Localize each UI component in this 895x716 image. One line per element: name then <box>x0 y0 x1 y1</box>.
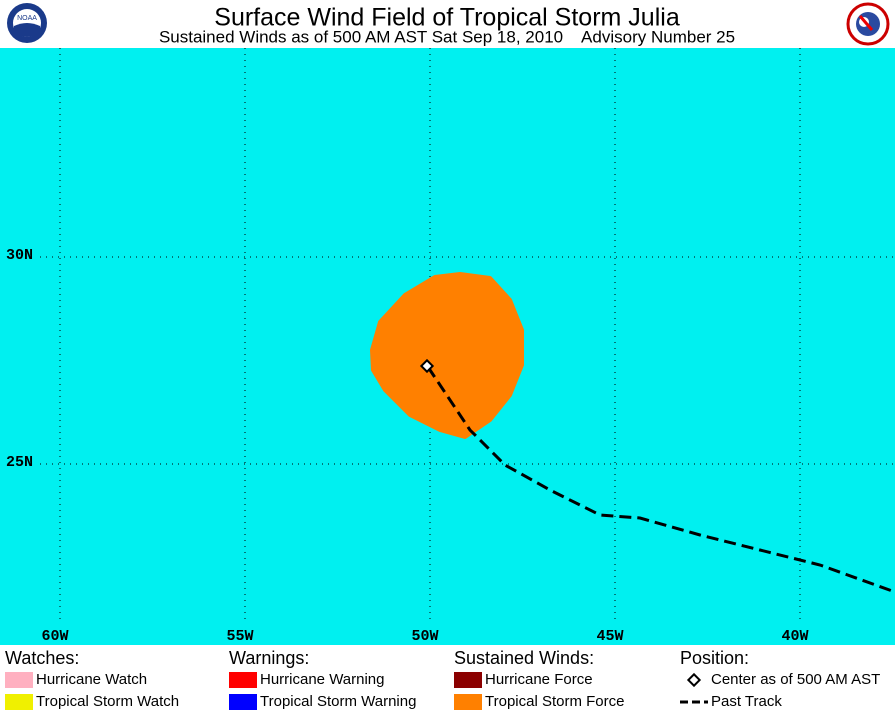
nws-logo <box>846 2 890 46</box>
title: Surface Wind Field of Tropical Storm Jul… <box>214 4 680 32</box>
lat-label: 25N <box>6 454 33 471</box>
legend-label: Center as of 500 AM AST <box>711 671 880 688</box>
legend-label: Tropical Storm Warning <box>260 693 416 710</box>
legend-label: Tropical Storm Watch <box>36 693 179 710</box>
lon-label: 55W <box>226 628 253 645</box>
legend-label: Past Track <box>711 693 782 710</box>
past-track <box>426 366 895 594</box>
legend-heading: Position: <box>680 648 749 668</box>
lat-label: 30N <box>6 247 33 264</box>
legend-label: Tropical Storm Force <box>485 693 624 710</box>
subtitle: Sustained Winds as of 500 AM AST Sat Sep… <box>159 27 735 46</box>
legend-swatch <box>229 672 257 688</box>
legend-heading: Warnings: <box>229 648 309 668</box>
noaa-logo: NOAA <box>7 3 47 43</box>
legend-swatch <box>454 672 482 688</box>
storm-center <box>419 358 435 374</box>
lon-label: 40W <box>781 628 808 645</box>
lon-label: 45W <box>596 628 623 645</box>
legend-label: Hurricane Force <box>485 671 593 688</box>
legend-swatch <box>5 694 33 710</box>
legend-swatch <box>229 694 257 710</box>
legend-heading: Watches: <box>5 648 79 668</box>
lon-label: 50W <box>411 628 438 645</box>
legend-label: Hurricane Warning <box>260 671 385 688</box>
tropical-storm-wind-field <box>370 272 524 439</box>
legend-center-symbol <box>686 672 702 688</box>
legend-label: Hurricane Watch <box>36 671 147 688</box>
legend-swatch <box>454 694 482 710</box>
legend-heading: Sustained Winds: <box>454 648 594 668</box>
lon-label: 60W <box>41 628 68 645</box>
svg-text:NOAA: NOAA <box>17 15 37 22</box>
legend-swatch <box>5 672 33 688</box>
